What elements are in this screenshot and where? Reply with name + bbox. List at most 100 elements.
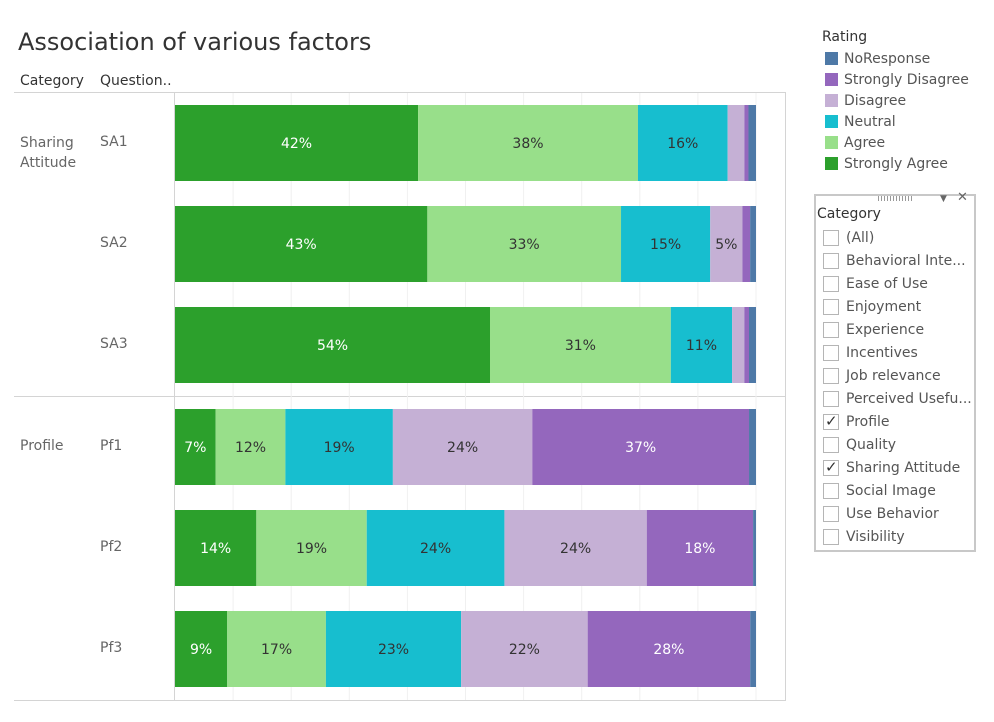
- filter-item-incentives[interactable]: Incentives: [816, 341, 974, 364]
- bar-segment[interactable]: [325, 611, 462, 687]
- dropdown-arrow-icon[interactable]: ▼: [940, 194, 947, 204]
- bar-segment[interactable]: [750, 611, 756, 687]
- filter-item-perceived-usefulness[interactable]: Perceived Usefu...: [816, 387, 974, 410]
- bar-segment[interactable]: [748, 105, 756, 181]
- checkbox-checked[interactable]: [823, 458, 839, 476]
- bar-segment[interactable]: [427, 206, 622, 282]
- bar-segment[interactable]: [175, 510, 257, 586]
- bar-segment[interactable]: [366, 510, 505, 586]
- drag-handle-icon[interactable]: [878, 196, 912, 201]
- bar-segment[interactable]: [710, 206, 743, 282]
- checkbox[interactable]: [823, 252, 839, 269]
- legend-item-strongly-disagree[interactable]: Strongly Disagree: [822, 69, 969, 90]
- bar-segment[interactable]: [670, 307, 733, 383]
- bar-segment[interactable]: [490, 307, 671, 383]
- question-label-sa3: SA3: [100, 336, 128, 352]
- filter-item-label: Use Behavior: [846, 505, 939, 522]
- checkbox[interactable]: [823, 321, 839, 338]
- bar-segment[interactable]: [646, 510, 754, 586]
- checkbox[interactable]: [823, 436, 839, 453]
- category-filter-panel: ▼ ✕ Category (All) Behavioral Inte... Ea…: [814, 190, 976, 552]
- legend-item-neutral[interactable]: Neutral: [822, 111, 969, 132]
- header-divider: [14, 92, 786, 93]
- bar-segment[interactable]: [732, 307, 745, 383]
- checkbox[interactable]: [823, 482, 839, 499]
- checkbox[interactable]: [823, 275, 839, 292]
- bar-segment[interactable]: [750, 206, 756, 282]
- question-column-header[interactable]: Question..: [100, 73, 172, 89]
- checkbox[interactable]: [823, 298, 839, 315]
- category-label-sharing-attitude: Sharing Attitude: [20, 133, 76, 173]
- filter-item-use-behavior[interactable]: Use Behavior: [816, 502, 974, 525]
- checkbox[interactable]: [823, 528, 839, 545]
- filter-item-all[interactable]: (All): [816, 226, 974, 249]
- bar-segment[interactable]: [744, 105, 749, 181]
- filter-item-job-relevance[interactable]: Job relevance: [816, 364, 974, 387]
- legend-swatch: [825, 73, 838, 86]
- bar-segment[interactable]: [175, 105, 419, 181]
- legend-title: Rating: [822, 29, 868, 45]
- data-label: 18%: [684, 541, 715, 557]
- category-column-header[interactable]: Category: [20, 73, 84, 89]
- filter-item-quality[interactable]: Quality: [816, 433, 974, 456]
- filter-item-label: (All): [846, 229, 875, 246]
- filter-toolbar: ▼ ✕: [816, 190, 974, 205]
- data-label: 31%: [565, 338, 596, 354]
- bar-segment[interactable]: [227, 611, 326, 687]
- bar-segment[interactable]: [175, 206, 428, 282]
- bar-segment[interactable]: [587, 611, 751, 687]
- bar-segment[interactable]: [175, 611, 228, 687]
- filter-item-visibility[interactable]: Visibility: [816, 525, 974, 548]
- checkbox[interactable]: [823, 390, 839, 407]
- filter-item-sharing-attitude[interactable]: Sharing Attitude: [816, 456, 974, 479]
- checkbox[interactable]: [823, 344, 839, 361]
- legend-item-strongly-agree[interactable]: Strongly Agree: [822, 153, 969, 174]
- checkbox[interactable]: [823, 367, 839, 384]
- checkbox[interactable]: [823, 505, 839, 522]
- axis-line: [174, 92, 175, 700]
- legend-item-noresponse[interactable]: NoResponse: [822, 48, 969, 69]
- filter-item-enjoyment[interactable]: Enjoyment: [816, 295, 974, 318]
- bar-segment[interactable]: [749, 409, 756, 485]
- bar-segment[interactable]: [175, 409, 216, 485]
- legend-item-agree[interactable]: Agree: [822, 132, 969, 153]
- legend-item-disagree[interactable]: Disagree: [822, 90, 969, 111]
- filter-item-experience[interactable]: Experience: [816, 318, 974, 341]
- filter-item-label: Job relevance: [846, 367, 941, 384]
- filter-item-social-image[interactable]: Social Image: [816, 479, 974, 502]
- filter-item-label: Visibility: [846, 528, 905, 545]
- bar-segment[interactable]: [742, 206, 751, 282]
- filter-item-label: Behavioral Inte...: [846, 252, 966, 269]
- bar-segment[interactable]: [215, 409, 286, 485]
- bar-segment[interactable]: [753, 510, 756, 586]
- bar-segment[interactable]: [727, 105, 745, 181]
- legend-label: Neutral: [844, 113, 896, 130]
- bar-segment[interactable]: [637, 105, 728, 181]
- bar-segment[interactable]: [504, 510, 647, 586]
- close-icon[interactable]: ✕: [957, 190, 968, 205]
- bar-segment[interactable]: [256, 510, 367, 586]
- filter-item-behavioral-intention[interactable]: Behavioral Inte...: [816, 249, 974, 272]
- bar-segment[interactable]: [461, 611, 588, 687]
- legend-swatch: [825, 52, 838, 65]
- filter-item-label: Profile: [846, 413, 890, 430]
- bar-segment[interactable]: [621, 206, 711, 282]
- data-label: 17%: [261, 642, 292, 658]
- bar-segment[interactable]: [175, 307, 490, 383]
- bar-segment[interactable]: [392, 409, 533, 485]
- bar-segment[interactable]: [749, 307, 756, 383]
- bar-segment[interactable]: [418, 105, 638, 181]
- bar-segment[interactable]: [532, 409, 750, 485]
- checkbox[interactable]: [823, 229, 839, 246]
- data-label: 15%: [650, 237, 681, 253]
- checkbox-checked[interactable]: [823, 412, 839, 430]
- legend-label: NoResponse: [844, 50, 931, 67]
- question-label-sa1: SA1: [100, 134, 128, 150]
- filter-item-label: Incentives: [846, 344, 918, 361]
- category-label-line: Sharing: [20, 135, 74, 151]
- data-label: 43%: [286, 237, 317, 253]
- bar-segment[interactable]: [285, 409, 393, 485]
- filter-item-ease-of-use[interactable]: Ease of Use: [816, 272, 974, 295]
- bar-segment[interactable]: [744, 307, 749, 383]
- filter-item-profile[interactable]: Profile: [816, 410, 974, 433]
